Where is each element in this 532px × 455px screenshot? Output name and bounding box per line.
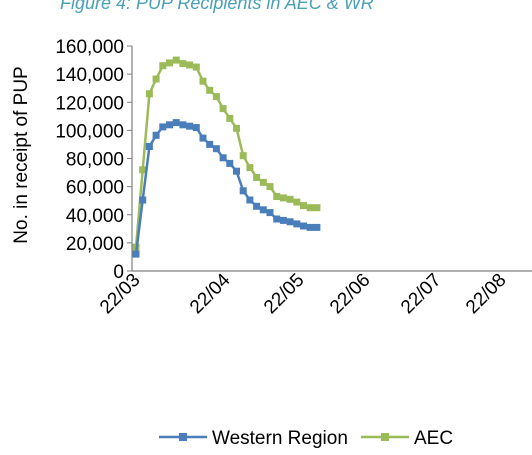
data-point — [152, 75, 160, 83]
axes — [131, 46, 532, 272]
y-ticks: 0 20,000 40,000 60,000 80,000 100,000 120,000 1… — [55, 37, 132, 283]
data-point — [293, 198, 301, 206]
data-point — [172, 56, 180, 64]
x-tick-label: 22/06 — [326, 270, 374, 318]
y-tick-label: 80,000 — [66, 150, 124, 171]
y-tick-label: 160,000 — [55, 37, 124, 58]
data-point — [306, 204, 314, 212]
data-point — [266, 183, 274, 191]
data-point — [152, 131, 160, 139]
data-point — [139, 196, 147, 204]
legend-swatch-marker — [381, 433, 389, 441]
data-point — [186, 61, 194, 69]
data-point — [192, 63, 200, 71]
y-tick-label: 20,000 — [66, 234, 124, 255]
data-point — [253, 174, 261, 181]
data-point — [172, 119, 180, 127]
data-point — [192, 124, 200, 132]
data-point — [273, 193, 281, 200]
data-point — [132, 250, 140, 258]
y-tick-label: 40,000 — [66, 206, 124, 227]
chart-title: Figure 4: PUP Recipients in AEC & WR — [60, 0, 374, 13]
data-point — [253, 202, 261, 210]
data-point — [279, 194, 287, 202]
data-point — [159, 123, 167, 131]
y-tick-label: 100,000 — [55, 121, 124, 142]
data-point — [313, 223, 321, 231]
x-tick-label: 22/08 — [462, 270, 510, 318]
data-point — [139, 166, 147, 174]
data-point — [313, 204, 321, 212]
data-point — [306, 223, 314, 231]
series-aec — [132, 56, 321, 251]
series-layer — [132, 56, 321, 258]
legend-label: Western Region — [212, 428, 348, 449]
data-point — [179, 60, 187, 68]
data-point — [300, 202, 307, 210]
legend-item: AEC — [361, 428, 453, 449]
data-point — [233, 124, 240, 132]
legend: Western Region AEC — [159, 428, 453, 449]
data-point — [219, 154, 227, 162]
data-point — [219, 105, 227, 113]
series-line — [134, 121, 317, 255]
data-point — [145, 143, 153, 150]
data-point — [233, 167, 240, 175]
data-point — [239, 187, 247, 195]
data-point — [226, 159, 234, 167]
data-point — [246, 164, 254, 172]
data-point — [206, 140, 214, 148]
data-point — [259, 178, 267, 186]
x-tick-label: 22/05 — [260, 270, 308, 318]
data-point — [293, 220, 301, 228]
legend-swatch-marker — [179, 433, 187, 441]
data-point — [199, 77, 207, 85]
data-point — [286, 195, 294, 203]
data-point — [259, 206, 267, 214]
x-ticks: 22/03 22/04 22/05 22/06 22/07 22/08 — [96, 269, 510, 318]
data-point — [246, 196, 254, 204]
data-point — [199, 134, 207, 142]
data-point — [226, 114, 234, 122]
data-point — [212, 93, 220, 101]
y-tick-label: 0 — [113, 262, 124, 283]
data-point — [266, 209, 274, 217]
data-point — [166, 59, 173, 67]
data-point — [279, 216, 287, 224]
x-tick-label: 22/07 — [397, 270, 445, 318]
series-western-region — [132, 119, 321, 258]
data-point — [159, 62, 167, 70]
y-axis-label: No. in receipt of PUP — [11, 66, 32, 243]
x-tick-label: 22/04 — [186, 269, 235, 318]
legend-item: Western Region — [159, 428, 348, 449]
data-point — [166, 121, 173, 129]
data-point — [206, 86, 214, 94]
data-point — [179, 121, 187, 129]
y-tick-label: 60,000 — [66, 178, 124, 199]
data-point — [239, 152, 247, 160]
data-point — [145, 90, 153, 98]
y-tick-label: 120,000 — [55, 93, 124, 114]
data-point — [300, 222, 307, 230]
data-point — [212, 145, 220, 153]
y-tick-label: 140,000 — [55, 65, 124, 86]
data-point — [186, 122, 194, 130]
data-point — [273, 215, 281, 223]
data-point — [286, 218, 294, 226]
legend-label: AEC — [414, 428, 453, 449]
